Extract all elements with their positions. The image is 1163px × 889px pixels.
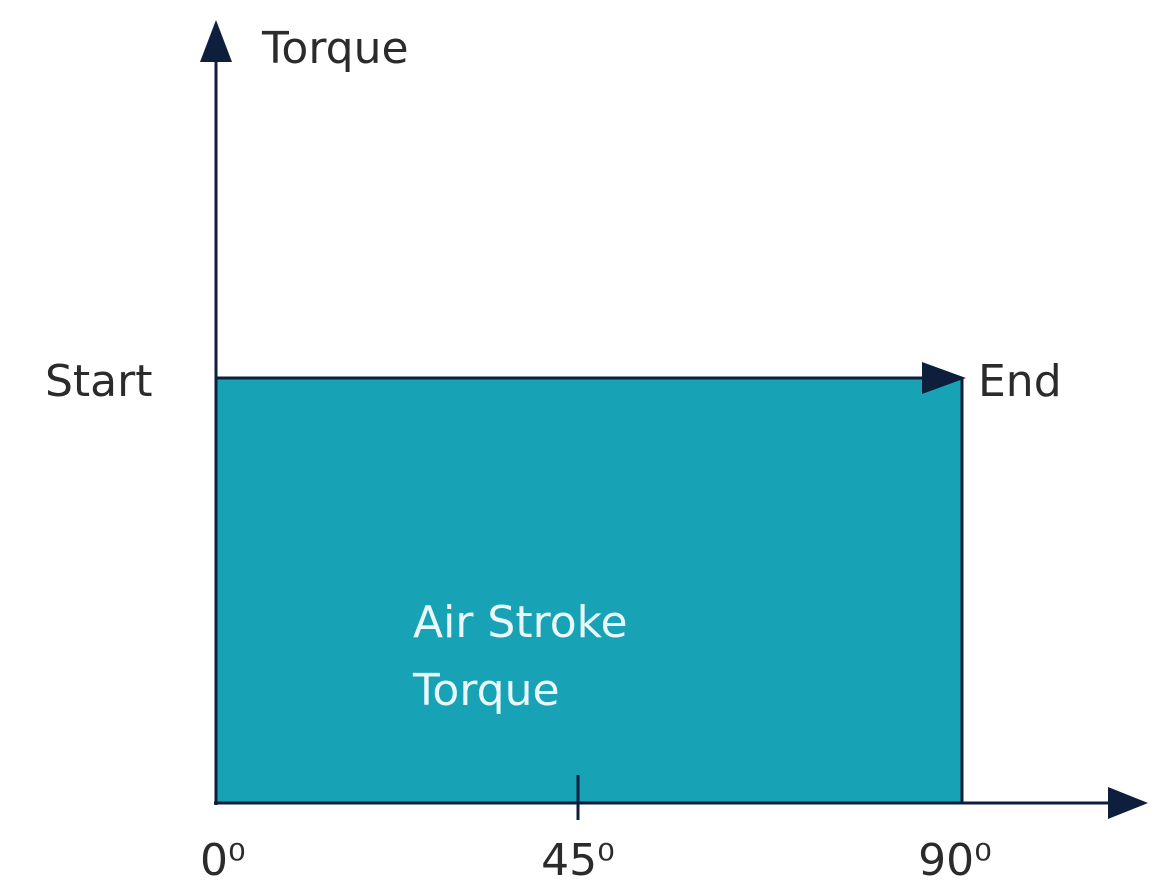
region-label-line: Torque xyxy=(412,665,560,716)
air-stroke-region xyxy=(216,378,962,803)
x-label: 45⁰ xyxy=(541,835,615,886)
x-label: 90⁰ xyxy=(918,835,992,886)
y-axis-arrow xyxy=(200,20,232,62)
x-label: 0⁰ xyxy=(200,835,246,886)
start-label: Start xyxy=(45,356,153,407)
region-label-line: Air Stroke xyxy=(413,597,628,648)
end-label: End xyxy=(978,356,1062,407)
y-axis-label: Torque xyxy=(261,23,409,74)
stroke-arrow xyxy=(922,362,966,394)
x-axis-arrow xyxy=(1108,787,1148,819)
